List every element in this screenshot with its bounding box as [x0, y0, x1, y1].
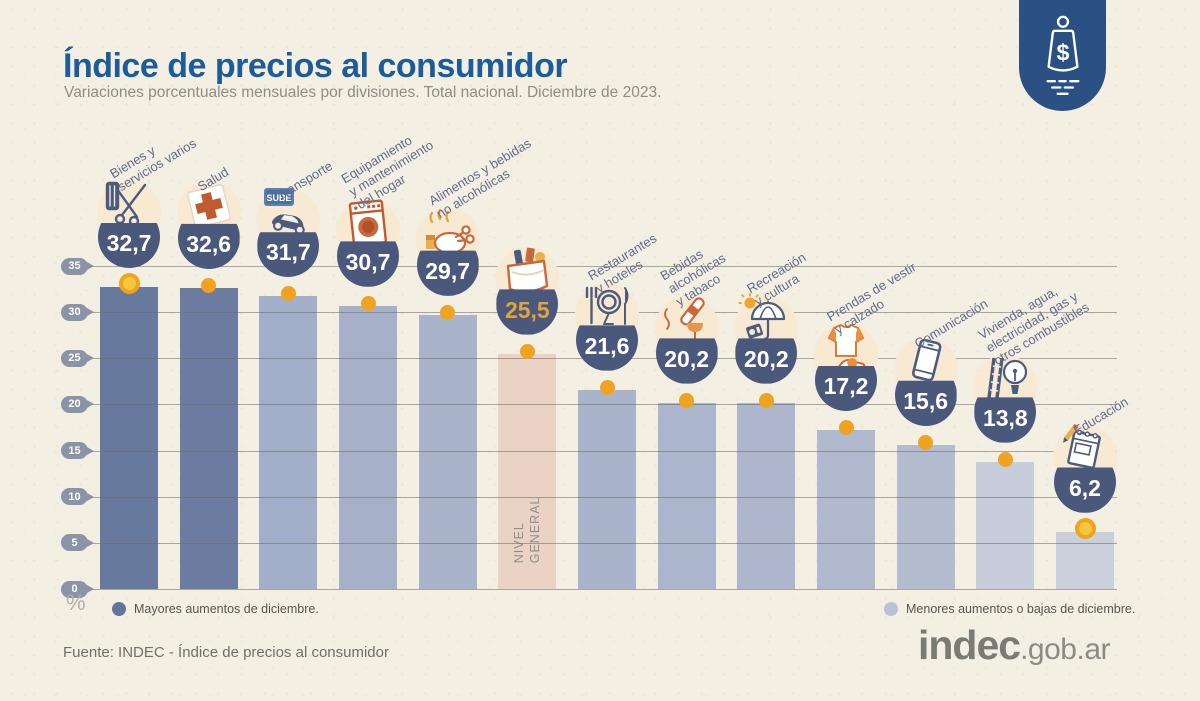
bar-value: 21,6	[584, 332, 630, 359]
value-bowl: 30,7	[337, 241, 399, 287]
bar	[817, 430, 875, 589]
gridline-0	[90, 589, 1117, 590]
y-axis-tick-20: 20	[61, 395, 94, 413]
legend-mayores-swatch	[112, 602, 126, 616]
gridline-15	[90, 450, 1117, 452]
smartphone-icon	[898, 335, 954, 391]
legend-mayores: Mayores aumentos de diciembre.	[112, 602, 319, 616]
bulb-pipes-icon	[977, 352, 1033, 408]
grocery-bag-icon	[499, 244, 555, 300]
bar-value: 13,8	[982, 404, 1028, 431]
medical-cross-icon	[181, 178, 237, 234]
legend-menores-label: Menores aumentos o bajas de diciembre.	[906, 602, 1136, 616]
price-tag-glyph: $	[1046, 15, 1079, 95]
source-note: Fuente: INDEC - Índice de precios al con…	[63, 644, 389, 661]
bar-value: 30,7	[345, 248, 391, 275]
page-title: Índice de precios al consumidor	[63, 46, 568, 85]
bar	[100, 287, 158, 589]
bar	[737, 402, 796, 589]
page-subtitle: Variaciones porcentuales mensuales por d…	[64, 83, 662, 101]
sube-card-car-icon: SUBE	[260, 186, 316, 242]
bar-top-marker	[360, 295, 376, 311]
bar	[259, 296, 318, 589]
indec-logo-main: indec	[918, 622, 1021, 668]
gridline-5	[90, 542, 1117, 544]
bar-top-marker	[118, 273, 140, 295]
value-bowl: 29,7	[416, 250, 479, 296]
notebook-pencil-icon	[1057, 422, 1113, 478]
bar-top-marker	[280, 286, 296, 302]
bar-value: 29,7	[425, 257, 471, 284]
bar-value: 20,2	[664, 345, 710, 372]
bar-value: 25,5	[504, 296, 550, 323]
washing-machine-icon	[340, 196, 396, 252]
bar-top-marker	[838, 420, 854, 436]
dollar-symbol: $	[1056, 39, 1069, 65]
bar-top-marker	[679, 392, 695, 408]
legend-menores: Menores aumentos o bajas de diciembre.	[884, 602, 1135, 616]
bar	[657, 402, 716, 589]
gridline-35	[90, 266, 1117, 268]
category-label: Vivienda, agua, electricidad, gas y otro…	[975, 283, 1092, 368]
y-axis-tick-35: 35	[61, 257, 94, 275]
gridline-20	[90, 404, 1117, 406]
bar-value: 15,6	[903, 388, 949, 415]
y-axis-tick-10: 10	[61, 488, 94, 506]
inbar-label: NIVEL GENERAL	[512, 496, 543, 564]
value-bowl: 20,2	[655, 338, 718, 384]
bar	[418, 314, 477, 589]
bar-top-marker	[1074, 517, 1096, 539]
category-label: Prendas de vestir y calzado	[824, 258, 919, 337]
scissors-comb-icon	[101, 177, 157, 233]
bar-value: 20,2	[743, 345, 789, 372]
umbrella-sun-icon	[738, 292, 794, 349]
bar-top-marker	[599, 379, 615, 395]
category-label: Alimentos y bebidas no alcohólicas	[425, 135, 534, 222]
gridline-10	[90, 496, 1117, 498]
bar-top-marker	[758, 392, 774, 408]
y-axis-tick-30: 30	[61, 303, 94, 321]
bar	[339, 305, 397, 589]
legend-mayores-label: Mayores aumentos de diciembre.	[134, 602, 319, 616]
y-axis-tick-5: 5	[61, 534, 94, 552]
svg-text:SUBE: SUBE	[267, 193, 292, 203]
bar-top-marker	[918, 435, 934, 451]
bar-value: 32,7	[106, 230, 152, 257]
y-axis-tick-15: 15	[61, 442, 94, 460]
bar	[896, 445, 955, 589]
bar-value: 17,2	[823, 373, 869, 400]
y-axis-unit: %	[66, 590, 86, 615]
fork-plate-icon	[579, 280, 635, 336]
bar-top-marker	[201, 278, 217, 294]
indec-logo-suffix: .gob.ar	[1020, 633, 1110, 666]
indec-logo: indec .gob.ar	[918, 622, 1110, 669]
legend-menores-swatch	[884, 602, 898, 616]
bar-top-marker	[519, 343, 535, 359]
bar-value: 31,7	[265, 239, 311, 266]
y-axis-tick-25: 25	[61, 349, 94, 367]
bar	[976, 461, 1035, 589]
bar-top-marker	[997, 451, 1013, 467]
bar	[498, 353, 557, 589]
bar	[179, 288, 238, 589]
bar	[578, 389, 636, 589]
value-bowl: 6,2	[1054, 467, 1116, 513]
value-bowl: 21,6	[576, 325, 638, 371]
bar	[1056, 531, 1114, 589]
price-tag-icon: $	[1019, 0, 1106, 111]
y-axis-tick-0: 0	[61, 580, 94, 598]
bar-value: 6,2	[1069, 474, 1101, 501]
bar-top-marker	[440, 304, 456, 320]
bar-value: 32,6	[186, 231, 232, 258]
